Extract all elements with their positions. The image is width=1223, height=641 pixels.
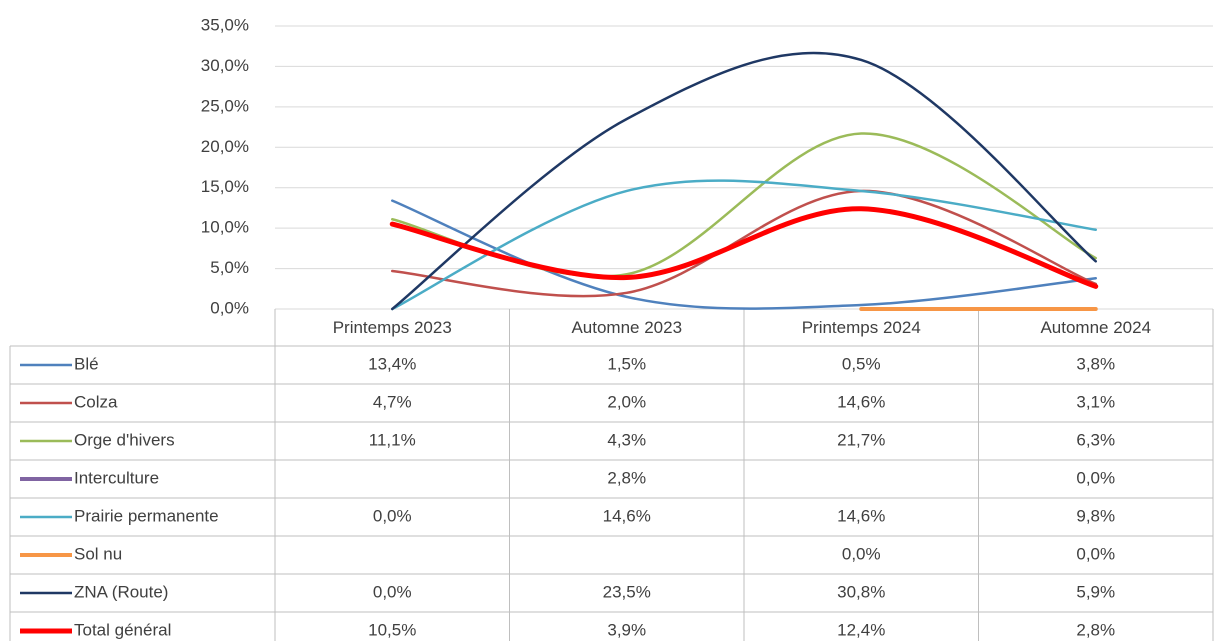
data-label: 3,8%	[1076, 354, 1115, 373]
data-label: 10,5%	[368, 620, 416, 639]
data-label: 14,6%	[837, 506, 885, 525]
legend-label: Colza	[74, 392, 118, 411]
data-label: 2,8%	[607, 468, 646, 487]
y-tick-label: 15,0%	[201, 177, 249, 196]
data-label: 0,0%	[842, 544, 881, 563]
data-label: 21,7%	[837, 430, 885, 449]
data-label: 11,1%	[369, 430, 416, 449]
series-line	[391, 189, 1097, 298]
legend-label: Blé	[74, 354, 99, 373]
y-tick-label: 25,0%	[201, 96, 249, 115]
y-tick-label: 5,0%	[210, 258, 249, 277]
data-label: 0,0%	[373, 506, 412, 525]
data-label: 1,5%	[607, 354, 646, 373]
x-tick-label: Printemps 2023	[333, 318, 452, 337]
data-label: 9,8%	[1076, 506, 1115, 525]
series-line	[391, 51, 1097, 311]
legend-label: Total général	[74, 620, 171, 639]
series-line	[389, 206, 1099, 289]
legend-label: Sol nu	[74, 544, 122, 563]
data-label: 14,6%	[603, 506, 651, 525]
y-tick-label: 30,0%	[201, 56, 249, 75]
legend-label: Orge d'hivers	[74, 430, 175, 449]
data-label: 0,0%	[1076, 468, 1115, 487]
x-tick-label: Automne 2024	[1040, 318, 1151, 337]
data-label: 2,0%	[607, 392, 646, 411]
data-label: 2,8%	[1076, 620, 1115, 639]
data-label: 30,8%	[837, 582, 885, 601]
data-label: 4,3%	[607, 430, 646, 449]
data-label: 14,6%	[837, 392, 885, 411]
data-label: 0,0%	[1076, 544, 1115, 563]
data-label: 4,7%	[373, 392, 412, 411]
data-label: 6,3%	[1076, 430, 1115, 449]
series-line	[391, 199, 1097, 310]
legend-label: Interculture	[74, 468, 159, 487]
y-tick-label: 20,0%	[201, 137, 249, 156]
data-label: 23,5%	[603, 582, 651, 601]
data-label: 0,0%	[373, 582, 412, 601]
data-label: 12,4%	[837, 620, 885, 639]
data-label: 13,4%	[368, 354, 416, 373]
y-tick-label: 35,0%	[201, 15, 249, 34]
data-label: 3,1%	[1076, 392, 1115, 411]
x-tick-label: Printemps 2024	[802, 318, 921, 337]
x-tick-label: Automne 2023	[571, 318, 682, 337]
legend-label: Prairie permanente	[74, 506, 219, 525]
legend-label: ZNA (Route)	[74, 582, 168, 601]
y-tick-label: 10,0%	[201, 218, 249, 237]
data-label: 0,5%	[842, 354, 881, 373]
data-label: 3,9%	[607, 620, 646, 639]
y-tick-label: 0,0%	[210, 298, 249, 317]
data-label: 5,9%	[1076, 582, 1115, 601]
